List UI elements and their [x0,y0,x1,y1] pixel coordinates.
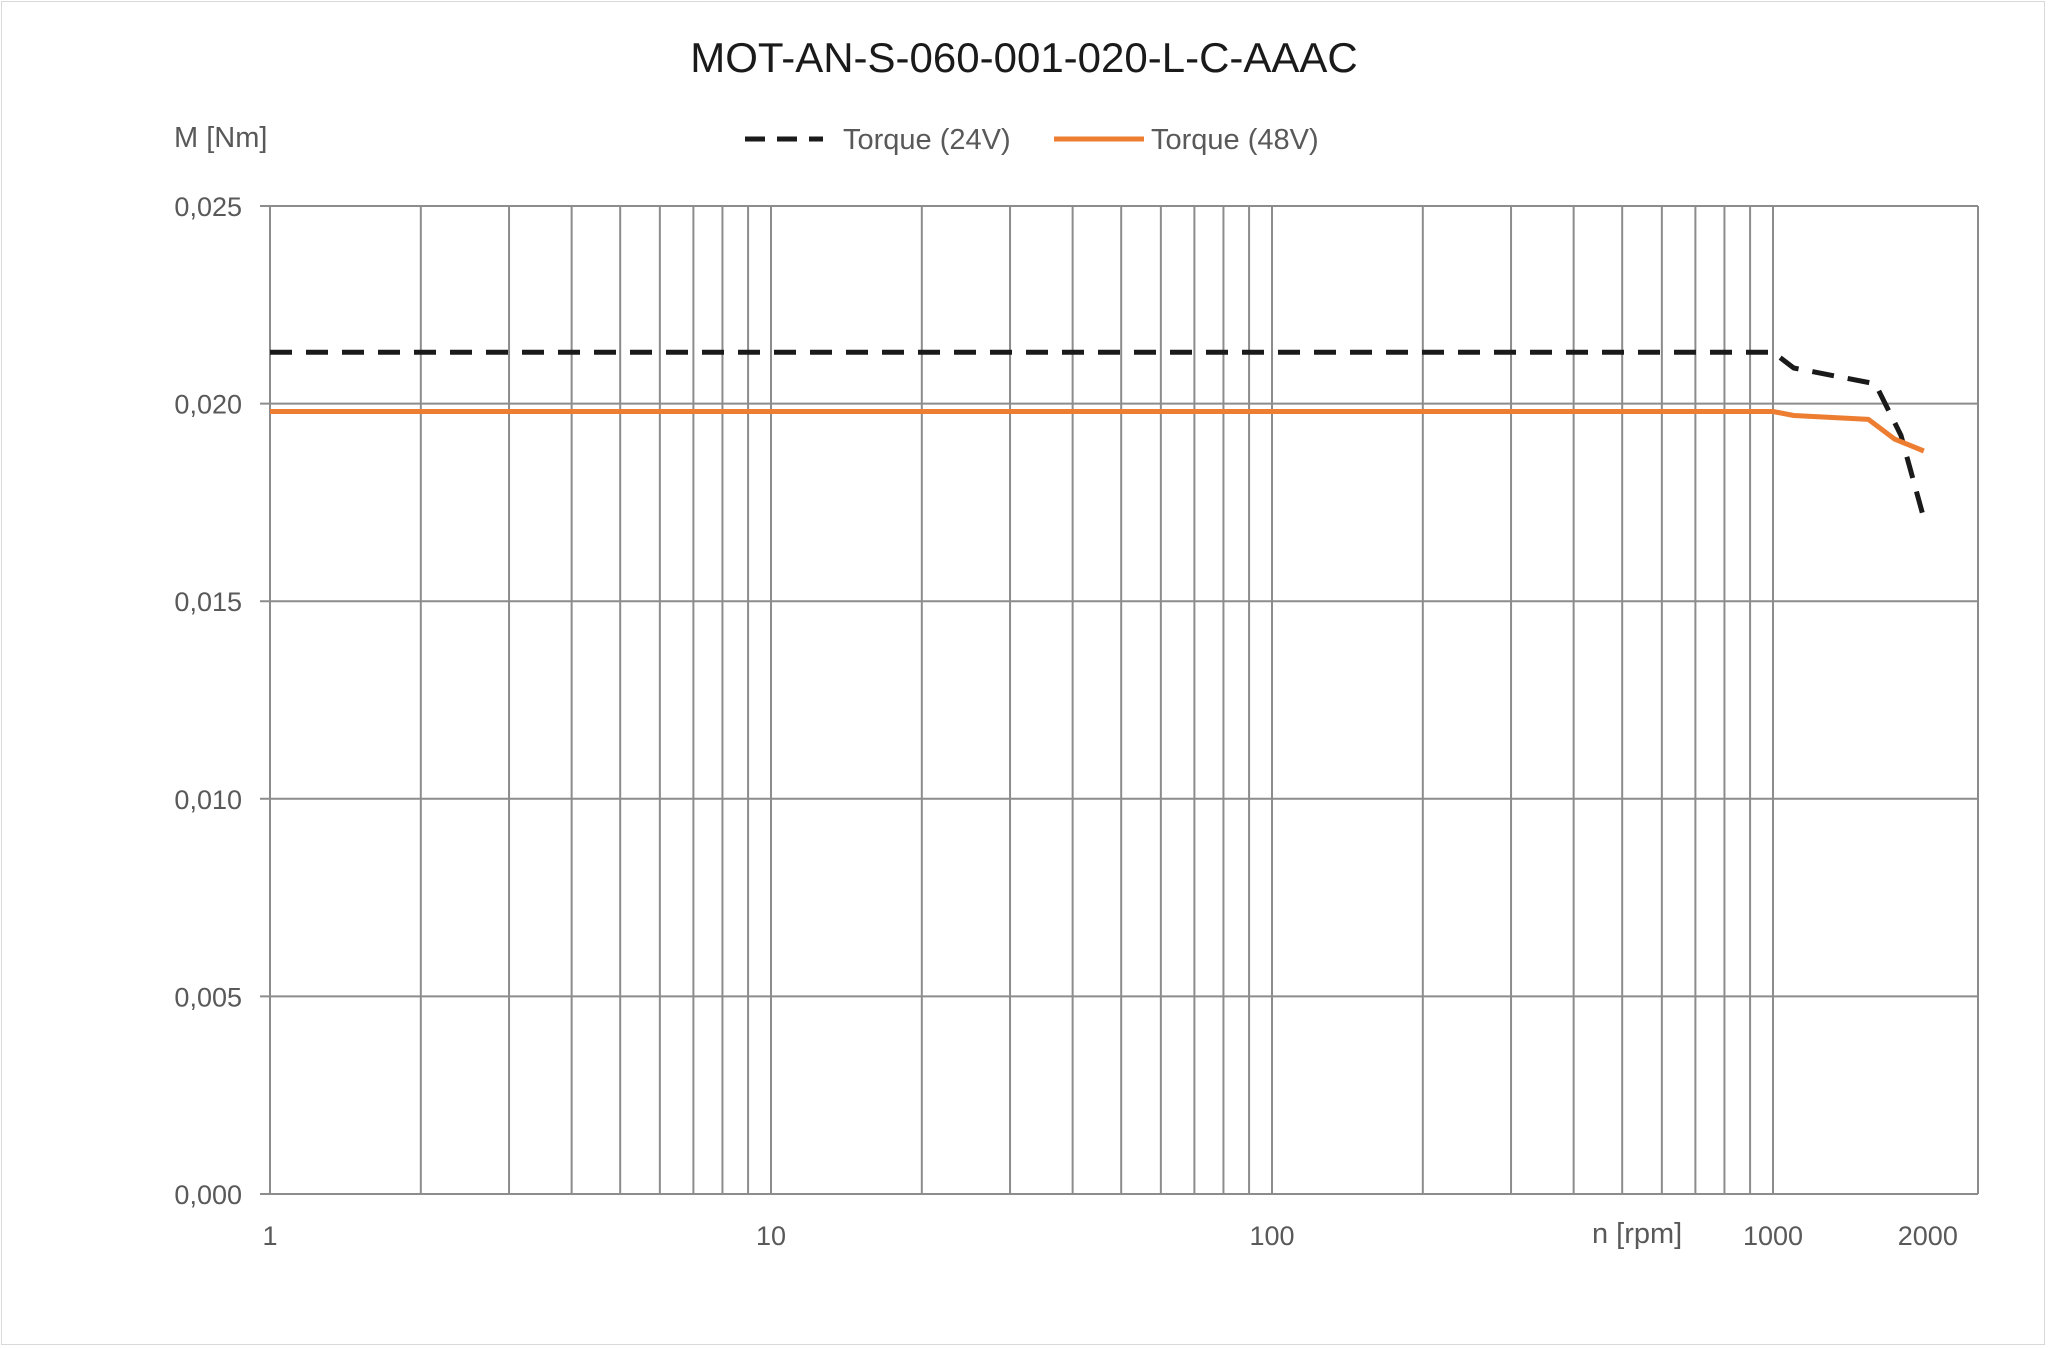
chart-title: MOT-AN-S-060-001-020-L-C-AAAC [690,34,1358,81]
y-tick-label: 0,005 [174,982,242,1012]
legend: Torque (24V) Torque (48V) [745,124,1319,156]
x-tick-label: 100 [1249,1221,1294,1251]
legend-label-48v: Torque (48V) [1151,124,1319,156]
series-line-24v [270,349,1927,519]
legend-label-24v: Torque (24V) [843,124,1011,156]
x-ticks: 1 10 100 1000 2000 [262,1221,1957,1251]
y-axis-label: M [Nm] [174,122,267,154]
y-tick-label: 0,025 [174,192,242,222]
x-tick-label: 10 [756,1221,786,1251]
x-tick-label: 1 [262,1221,277,1251]
y-ticks: 0,000 0,005 0,010 0,015 0,020 0,025 [174,192,242,1210]
grid [260,205,1979,1195]
x-tick-label: 2000 [1898,1221,1958,1251]
x-axis-label: n [rpm] [1592,1218,1682,1250]
series-line-48v [270,409,1925,454]
x-tick-label: 1000 [1743,1221,1803,1251]
series-lines [270,349,1927,519]
y-tick-label: 0,000 [174,1180,242,1210]
y-tick-label: 0,010 [174,785,242,815]
y-tick-label: 0,015 [174,587,242,617]
y-tick-label: 0,020 [174,390,242,420]
